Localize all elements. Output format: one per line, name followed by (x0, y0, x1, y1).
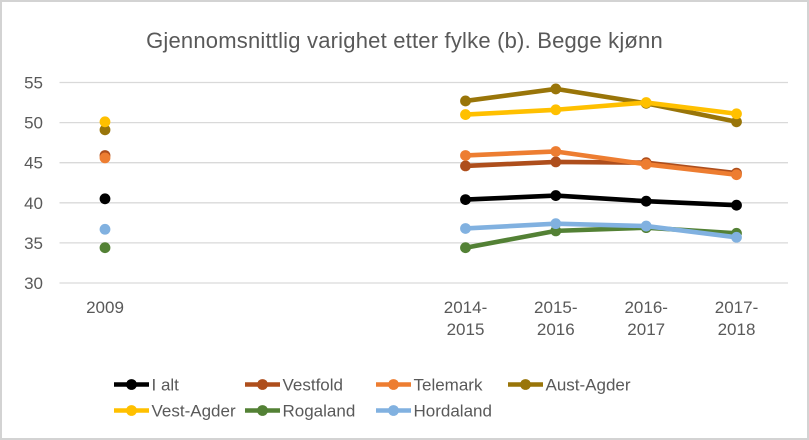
series-marker-i-alt-2017-2018 (731, 199, 742, 211)
x-tick-label-2009: 2009 (86, 298, 124, 317)
series-marker-hordaland-2016-2017 (640, 220, 652, 232)
series-marker-vestfold-2015-2016 (550, 156, 562, 168)
series-marker-telemark-2015-2016 (550, 146, 562, 157)
series-marker-aust-agder-2014-2015 (460, 95, 471, 107)
series-marker-telemark-2009 (99, 152, 111, 164)
series-marker-i-alt-2009 (99, 193, 111, 205)
x-tick-label-2016-2017: 2017 (627, 320, 665, 339)
series-marker-aust-agder-2009 (99, 124, 111, 136)
series-marker-vest-agder-2016-2017 (640, 97, 652, 108)
series-line-hordaland (463, 221, 739, 240)
series-marker-rogaland-2009 (99, 242, 111, 254)
legend-label-hordaland: Hordaland (414, 402, 492, 421)
series-marker-telemark-2014-2015 (460, 150, 471, 161)
series-marker-rogaland-2014-2015 (460, 242, 471, 254)
series-line-vest-agder (463, 100, 739, 117)
series-marker-aust-agder-2017-2018 (731, 116, 742, 128)
series-marker-vest-agder-2017-2018 (731, 108, 742, 120)
series-marker-hordaland-2015-2016 (550, 218, 562, 230)
y-tick-label-50: 50 (24, 114, 43, 133)
series-line-aust-agder (463, 86, 739, 125)
legend-marker-rogaland (257, 405, 268, 416)
legend-label-vestfold: Vestfold (283, 376, 344, 395)
x-tick-label-2017-2018: 2018 (718, 320, 756, 339)
series-marker-hordaland-2009 (99, 223, 111, 235)
legend-marker-vest-agder (126, 405, 137, 416)
x-tick-label-2015-2016: 2016 (537, 320, 575, 339)
x-tick-label-2015-2016: 2015- (534, 298, 577, 317)
y-tick-label-40: 40 (24, 194, 43, 213)
y-tick-label-30: 30 (24, 274, 43, 293)
x-tick-label-2017-2018: 2017- (715, 298, 758, 317)
series-marker-vestfold-2014-2015 (460, 160, 471, 172)
legend-marker-hordaland (388, 405, 399, 416)
series-marker-i-alt-2016-2017 (640, 195, 652, 207)
legend-marker-i-alt (126, 379, 137, 390)
x-tick-label-2016-2017: 2016- (624, 298, 667, 317)
series-marker-telemark-2016-2017 (640, 158, 652, 170)
x-tick-label-2014-2015: 2014- (444, 298, 487, 317)
chart-title: Gjennomsnittlig varighet etter fylke (b)… (146, 28, 663, 53)
series-marker-hordaland-2014-2015 (460, 223, 471, 234)
series-marker-vest-agder-2015-2016 (550, 104, 562, 116)
legend-marker-telemark (388, 379, 399, 390)
series-marker-i-alt-2014-2015 (460, 194, 471, 205)
series-line-telemark (463, 149, 739, 178)
y-tick-label-45: 45 (24, 154, 43, 173)
series-marker-vest-agder-2014-2015 (460, 109, 471, 120)
legend-label-telemark: Telemark (414, 376, 483, 395)
legend-label-vest-agder: Vest-Agder (152, 402, 236, 421)
series-marker-telemark-2017-2018 (731, 169, 742, 181)
legend-label-i-alt: I alt (152, 376, 180, 395)
series-line-i-alt (463, 193, 739, 208)
series-marker-vest-agder-2009 (99, 116, 111, 128)
legend-label-rogaland: Rogaland (283, 402, 356, 421)
series-marker-i-alt-2015-2016 (550, 190, 562, 201)
y-tick-label-55: 55 (24, 74, 43, 93)
x-tick-label-2014-2015: 2015 (447, 320, 485, 339)
y-tick-label-35: 35 (24, 234, 43, 253)
legend-marker-aust-agder (520, 379, 531, 390)
series-marker-aust-agder-2015-2016 (550, 83, 562, 95)
legend-marker-vestfold (257, 379, 268, 390)
legend-label-aust-agder: Aust-Agder (546, 376, 631, 395)
series-marker-hordaland-2017-2018 (731, 231, 742, 243)
